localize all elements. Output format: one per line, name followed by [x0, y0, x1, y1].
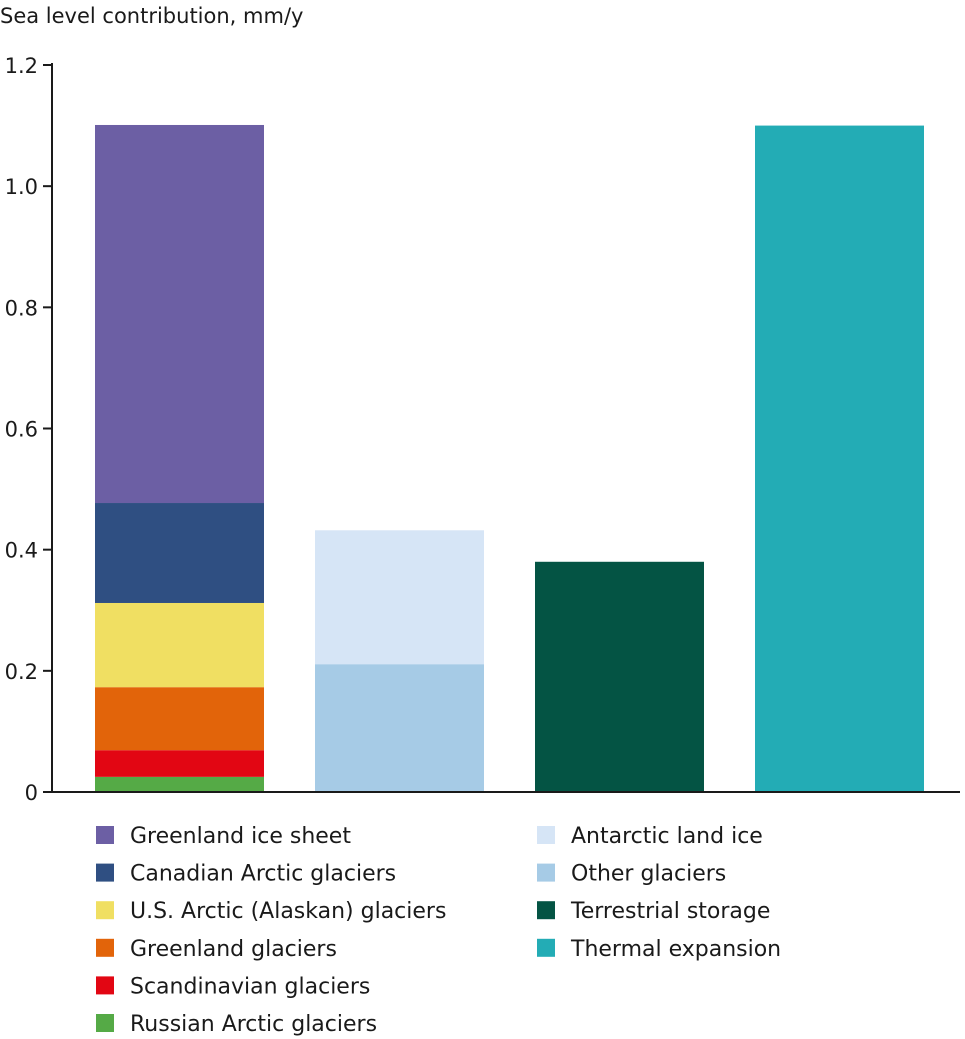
legend-label: Antarctic land ice — [571, 824, 763, 849]
y-tick-label: 1.2 — [5, 54, 38, 78]
bar-segment-u-s-arctic-alaskan-glaciers — [95, 602, 264, 688]
legend-swatch — [96, 938, 114, 957]
legend-label: Terrestrial storage — [570, 899, 770, 924]
bar-segment-antarctic-land-ice — [315, 530, 484, 665]
legend-swatch — [96, 826, 114, 844]
bar-segment-russian-arctic-glaciers — [95, 776, 264, 792]
legend-swatch — [96, 1014, 114, 1032]
bar-segment-terrestrial-storage — [535, 561, 704, 792]
legend-swatch — [96, 901, 114, 920]
legend-swatch — [537, 826, 555, 844]
y-tick-label: 0.2 — [5, 660, 38, 684]
legend-swatch — [96, 863, 114, 882]
legend-label: Scandinavian glaciers — [130, 974, 370, 999]
y-tick-label: 1.0 — [5, 175, 38, 199]
legend-label: Greenland ice sheet — [130, 824, 351, 849]
bar-segment-other-glaciers — [315, 664, 484, 792]
y-tick-label: 0.8 — [5, 296, 38, 320]
bar-segment-canadian-arctic-glaciers — [95, 503, 264, 603]
y-axis-label: Sea level contribution, mm/y — [0, 4, 304, 28]
bar-segment-thermal-expansion — [755, 125, 924, 793]
legend-label: Russian Arctic glaciers — [130, 1012, 377, 1037]
y-tick-label: 0 — [25, 781, 38, 805]
legend-swatch — [537, 938, 555, 957]
bar-segment-scandinavian-glaciers — [95, 750, 264, 777]
legend-label: Thermal expansion — [570, 937, 781, 962]
legend-swatch — [537, 863, 555, 882]
legend-swatch — [537, 901, 555, 920]
bar-segment-greenland-glaciers — [95, 687, 264, 751]
y-tick-label: 0.6 — [5, 418, 38, 442]
y-tick-label: 0.4 — [5, 539, 38, 563]
legend-label: Other glaciers — [571, 862, 726, 887]
legend-swatch — [96, 976, 114, 995]
legend-label: Greenland glaciers — [130, 937, 337, 962]
legend-label: U.S. Arctic (Alaskan) glaciers — [130, 899, 446, 924]
legend-label: Canadian Arctic glaciers — [130, 862, 396, 887]
bar-segment-greenland-ice-sheet — [95, 124, 264, 504]
